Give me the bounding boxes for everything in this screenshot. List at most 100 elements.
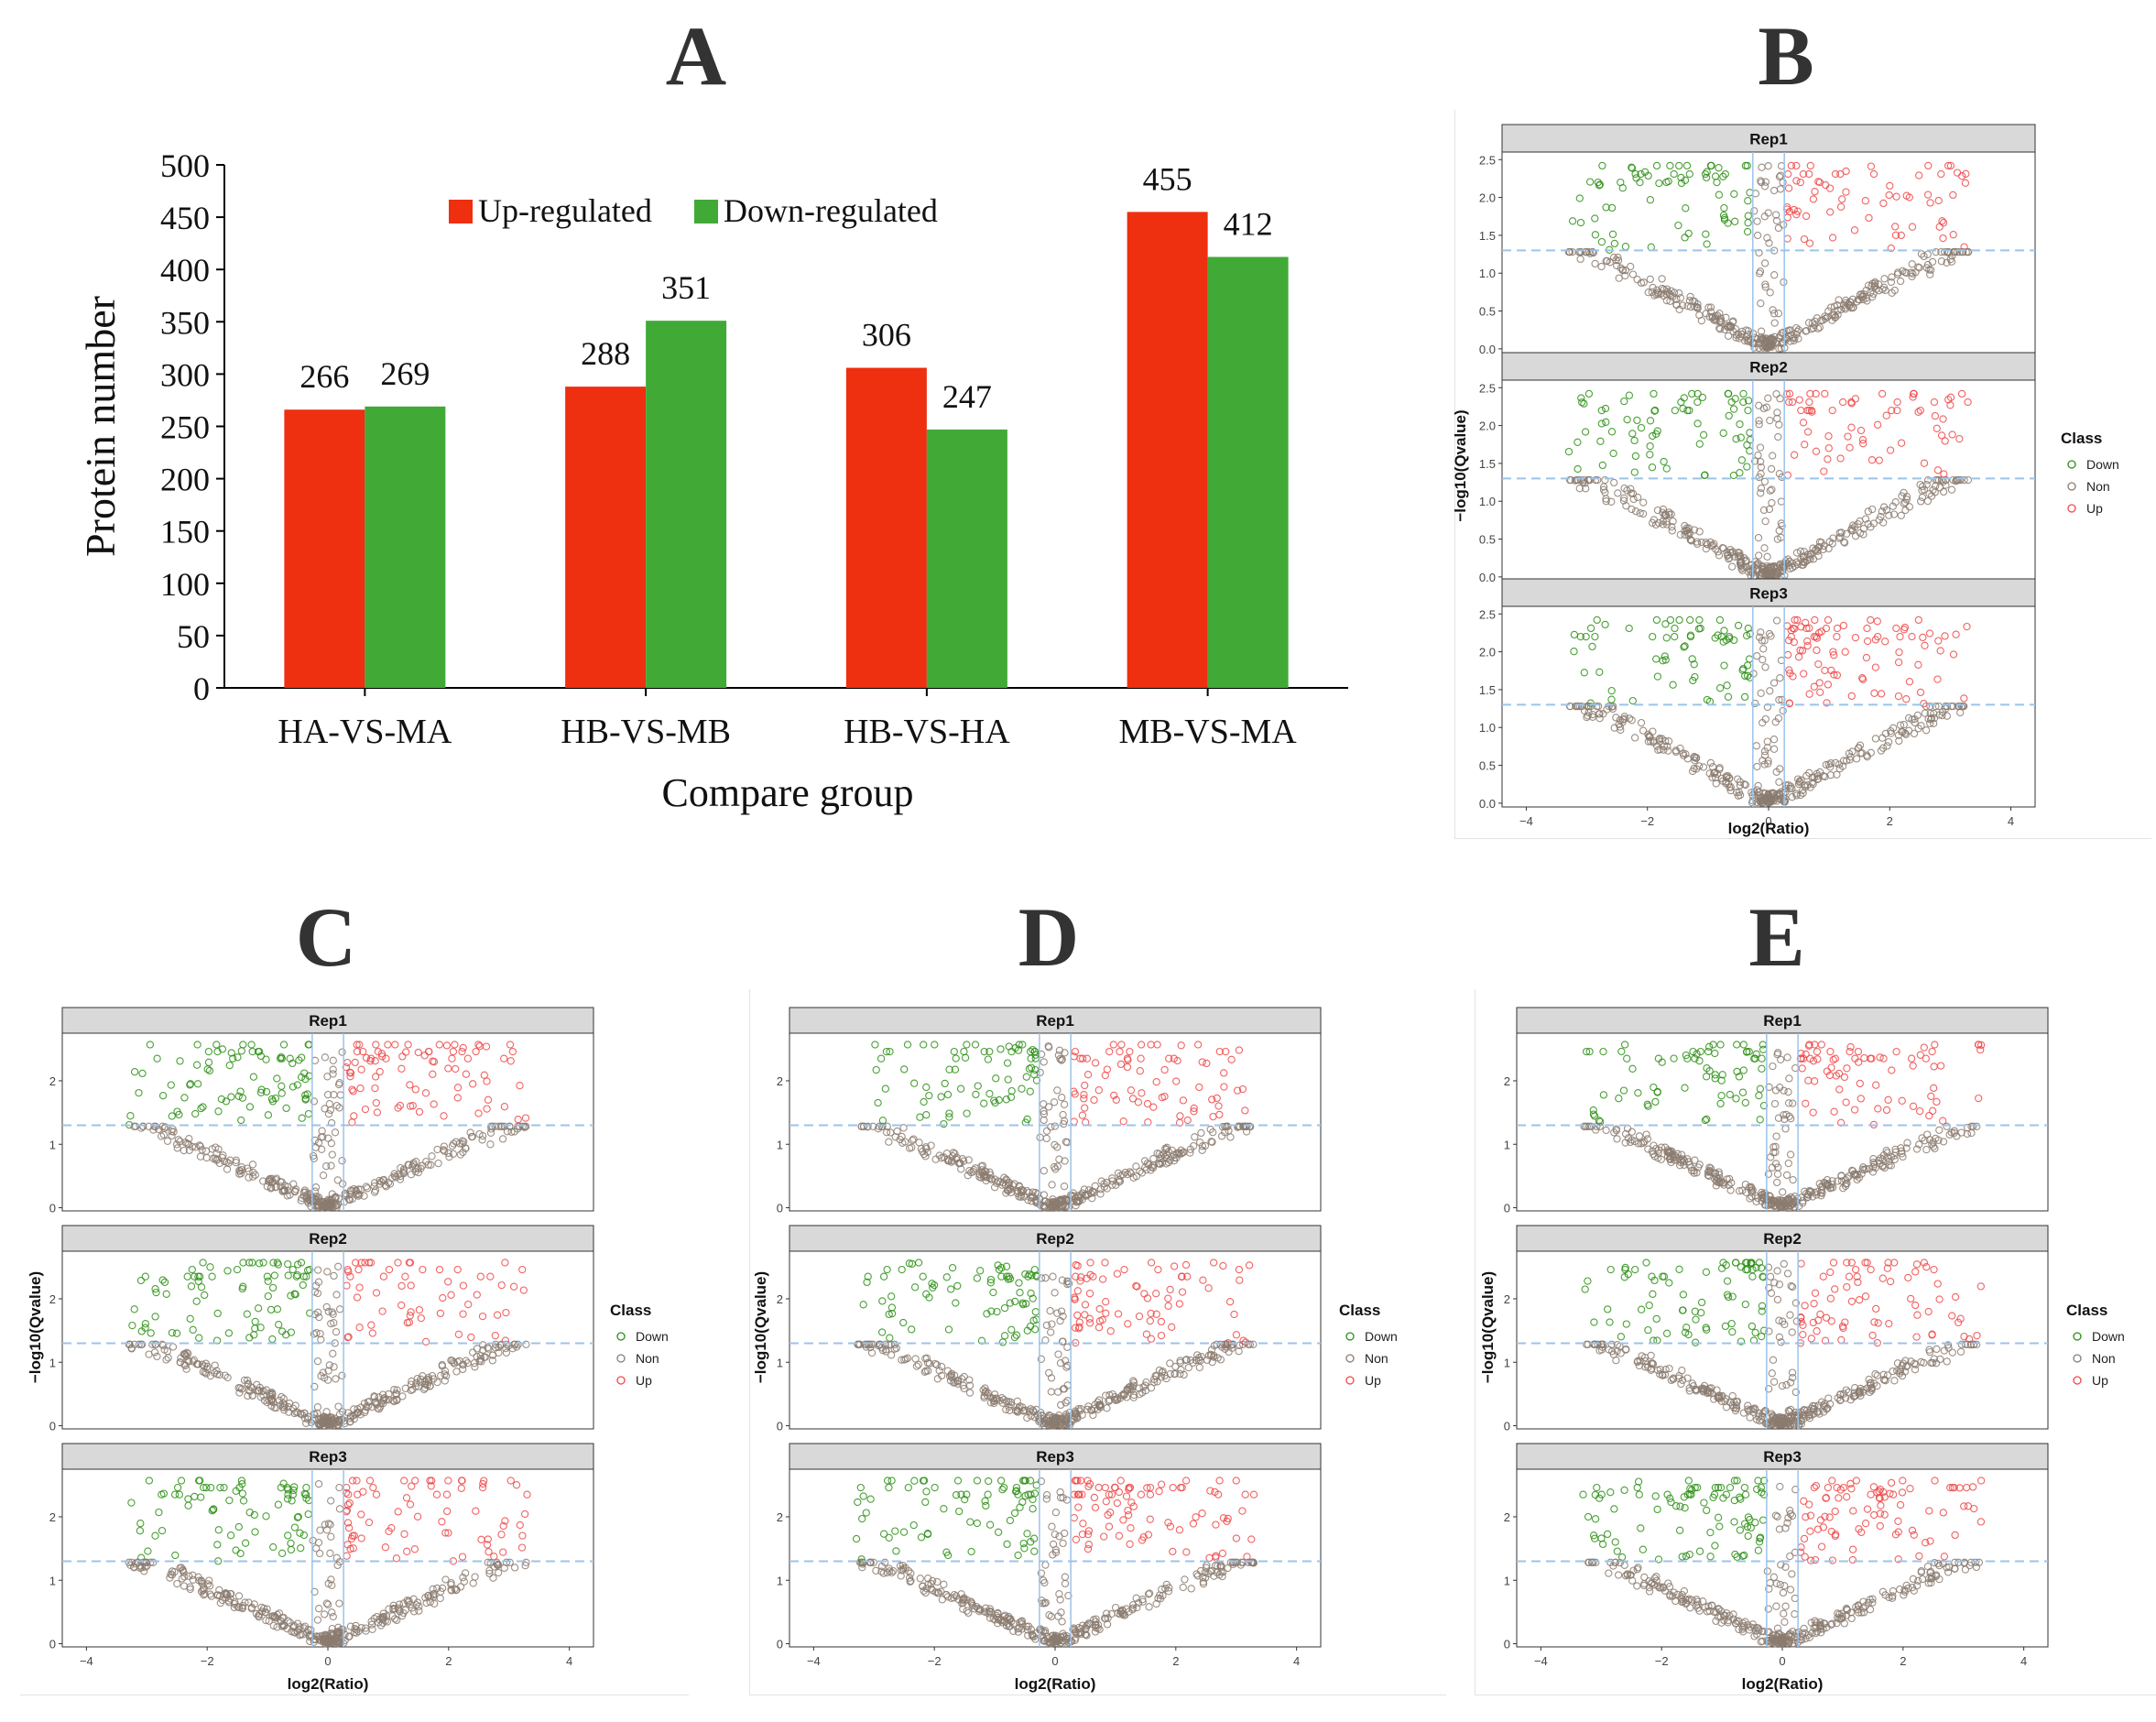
point-non <box>1940 247 1949 256</box>
point-non <box>1662 285 1671 293</box>
point-up <box>1873 420 1882 429</box>
point-non <box>1780 278 1788 287</box>
point-down <box>1719 172 1727 180</box>
point-up <box>1806 161 1814 170</box>
point-down <box>1670 169 1678 179</box>
point-non <box>1706 308 1715 316</box>
point-up <box>1806 389 1814 398</box>
point-non <box>1591 475 1600 485</box>
point-non <box>1713 311 1722 320</box>
point-non <box>1759 343 1768 352</box>
point-non <box>1737 330 1746 339</box>
point-up <box>1828 234 1837 242</box>
point-down <box>1682 161 1692 170</box>
point-down <box>1597 237 1606 246</box>
point-down <box>1713 178 1721 187</box>
point-non <box>1794 334 1802 343</box>
point-down <box>1655 179 1663 188</box>
point-down <box>1623 415 1631 424</box>
point-down <box>1715 164 1723 172</box>
point-down <box>1597 406 1606 415</box>
point-non <box>1714 548 1722 556</box>
point-up <box>1930 398 1939 407</box>
point-non <box>1782 334 1791 343</box>
point-non <box>1935 484 1944 492</box>
point-non <box>1755 343 1763 353</box>
x-tick-label: MB-VS-MA <box>1119 713 1298 751</box>
point-non <box>1675 289 1683 298</box>
legend-swatch-up <box>449 200 473 223</box>
point-non <box>1737 564 1746 573</box>
point-up <box>1938 217 1946 225</box>
point-up <box>1939 219 1948 227</box>
point-down <box>1601 404 1610 413</box>
point-up <box>1842 188 1850 196</box>
point-non <box>1923 475 1933 485</box>
y-tick-label: 0.5 <box>1479 533 1496 547</box>
point-non <box>1792 330 1801 339</box>
point-non <box>1584 247 1594 256</box>
point-up <box>1812 389 1820 398</box>
point-down <box>1682 204 1690 213</box>
point-up <box>1792 211 1801 219</box>
point-non <box>1907 268 1915 277</box>
point-down <box>1637 169 1645 179</box>
point-non <box>1576 255 1584 264</box>
point-non <box>1685 296 1694 305</box>
point-non <box>1687 537 1696 545</box>
point-non <box>1606 258 1614 267</box>
point-down <box>1681 234 1689 242</box>
point-up <box>1803 406 1812 415</box>
panel-label-c: C <box>295 890 357 984</box>
point-non <box>1639 498 1648 507</box>
point-up <box>1962 169 1970 178</box>
point-non <box>1766 289 1774 297</box>
point-non <box>1770 319 1779 327</box>
point-up <box>1790 451 1799 459</box>
point-up <box>1814 178 1823 186</box>
data-label: 351 <box>661 269 711 306</box>
point-up <box>1885 191 1893 200</box>
point-down <box>1707 161 1715 170</box>
point-non <box>1765 239 1773 247</box>
point-down <box>1736 420 1744 429</box>
point-down <box>1595 180 1605 189</box>
panel-d-frame <box>749 989 1446 1695</box>
point-up <box>1939 415 1947 423</box>
point-non <box>1631 507 1640 516</box>
bar-down <box>646 321 727 688</box>
y-tick-label: 2.0 <box>1479 191 1496 205</box>
point-up <box>1949 231 1957 239</box>
point-down <box>1628 164 1637 172</box>
y-tick-label: 2.5 <box>1479 381 1496 395</box>
point-non <box>1840 301 1848 310</box>
point-non <box>1885 511 1893 519</box>
data-label: 455 <box>1143 160 1192 197</box>
point-up <box>1858 436 1867 444</box>
y-tick-label: 1.5 <box>1479 457 1496 471</box>
point-non <box>1609 253 1618 262</box>
point-down <box>1702 173 1711 182</box>
point-non <box>1844 300 1853 309</box>
point-down <box>1607 203 1617 213</box>
bar-chart-a: 050100150200250300350400450500HA-VS-MA26… <box>77 147 1348 815</box>
point-non <box>1944 247 1952 256</box>
point-down <box>1743 227 1752 236</box>
point-non <box>1639 278 1648 287</box>
point-non <box>1775 470 1784 478</box>
point-non <box>1761 280 1769 289</box>
point-up <box>1933 466 1943 474</box>
point-non <box>1764 394 1772 402</box>
point-up <box>1800 234 1809 244</box>
panel-label-d: D <box>1018 890 1080 984</box>
point-down <box>1580 399 1588 408</box>
point-non <box>1753 217 1761 225</box>
point-non <box>1757 177 1765 185</box>
point-up <box>1944 161 1953 170</box>
panel-e-frame <box>1475 989 2156 1695</box>
point-non <box>1772 390 1780 398</box>
point-down <box>1720 203 1728 213</box>
point-down <box>1625 391 1634 399</box>
point-down <box>1664 177 1672 186</box>
